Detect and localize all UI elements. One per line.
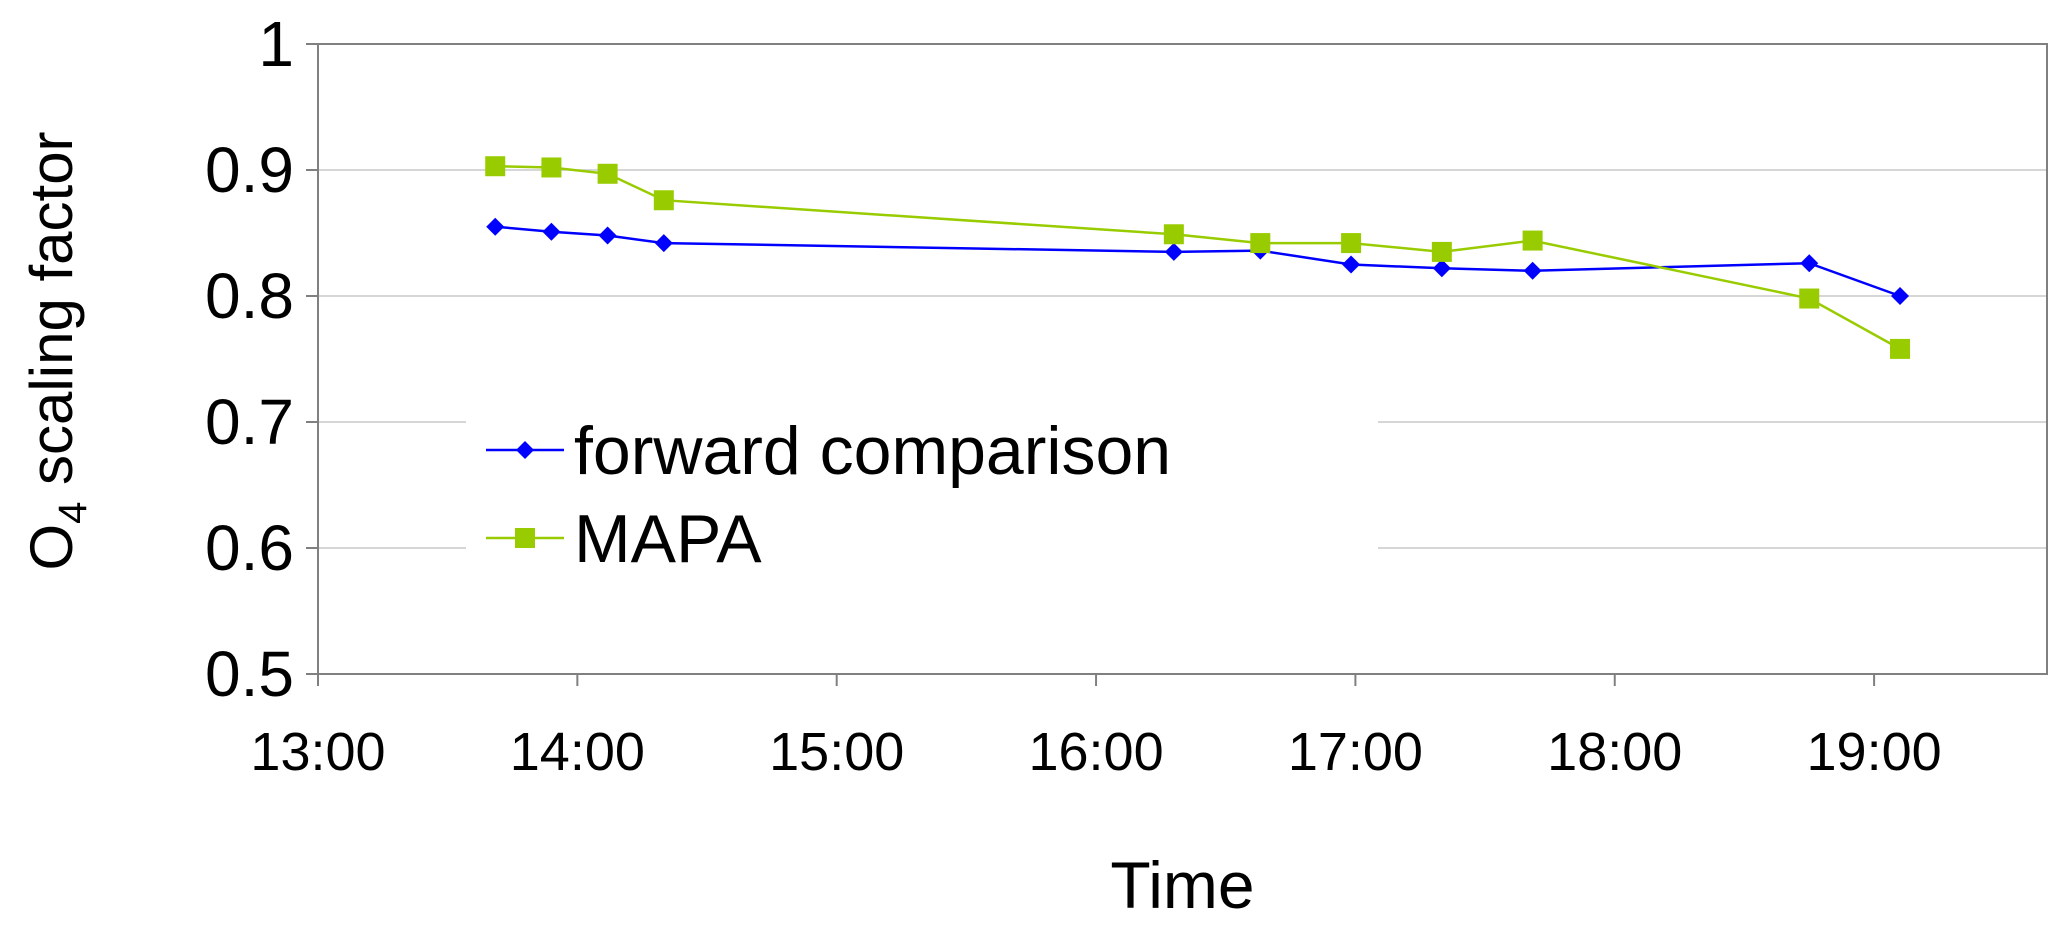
- data-point: [1799, 288, 1820, 309]
- y-tick-label: 1: [258, 8, 294, 80]
- data-point: [597, 163, 618, 184]
- legend-label: forward comparison: [574, 413, 1171, 489]
- data-point: [1163, 224, 1184, 245]
- x-tick-label: 16:00: [1028, 722, 1163, 782]
- y-tick-label: 0.8: [205, 260, 294, 332]
- plot-area-frame: [317, 43, 2048, 675]
- y-tick-label: 0.5: [205, 638, 294, 710]
- y-tick-label: 0.7: [205, 386, 294, 458]
- data-point: [1164, 242, 1183, 261]
- x-tick-label: 15:00: [769, 722, 904, 782]
- y-axis-title-main: O: [18, 524, 85, 571]
- x-tick-label: 14:00: [510, 722, 645, 782]
- data-point: [1431, 241, 1452, 262]
- data-point: [485, 156, 506, 177]
- y-tick-labels: 0.5 0.6 0.7 0.8 0.9 1: [205, 8, 294, 710]
- data-point: [486, 217, 505, 236]
- x-tick-labels: 13:00 14:00 15:00 16:00 17:00 18:00 19:00: [250, 722, 1941, 782]
- legend-label: MAPA: [574, 501, 762, 577]
- legend-marker: [516, 441, 534, 459]
- data-point: [542, 222, 561, 241]
- y-axis-title: O4 scaling factor: [18, 131, 95, 570]
- y-axis-title-subscript: 4: [51, 502, 95, 524]
- series-layer: [485, 156, 1911, 359]
- data-point: [653, 190, 674, 211]
- x-axis-title: Time: [1110, 848, 1254, 922]
- axis-ticks: [306, 43, 1876, 686]
- x-tick-label: 13:00: [250, 722, 385, 782]
- data-point: [541, 157, 562, 178]
- y-tick-label: 0.9: [205, 134, 294, 206]
- data-point: [1250, 233, 1271, 254]
- series-line: [495, 164, 1901, 350]
- data-point: [1432, 259, 1451, 278]
- y-axis-title-rest: scaling factor: [18, 131, 85, 501]
- data-point: [1800, 254, 1819, 273]
- data-point: [654, 234, 673, 253]
- data-point: [598, 226, 617, 245]
- legend-box: [466, 398, 1378, 586]
- y-tick-label: 0.6: [205, 512, 294, 584]
- x-tick-label: 19:00: [1807, 722, 1942, 782]
- legend-marker: [515, 528, 535, 548]
- data-point: [1522, 230, 1543, 251]
- data-point: [1890, 338, 1911, 359]
- x-tick-label: 18:00: [1547, 722, 1682, 782]
- data-point: [1341, 233, 1362, 254]
- legend: forward comparison MAPA: [486, 413, 1171, 577]
- x-tick-label: 17:00: [1288, 722, 1423, 782]
- data-point: [1342, 255, 1361, 274]
- data-point: [1523, 261, 1542, 280]
- data-point: [1891, 287, 1910, 305]
